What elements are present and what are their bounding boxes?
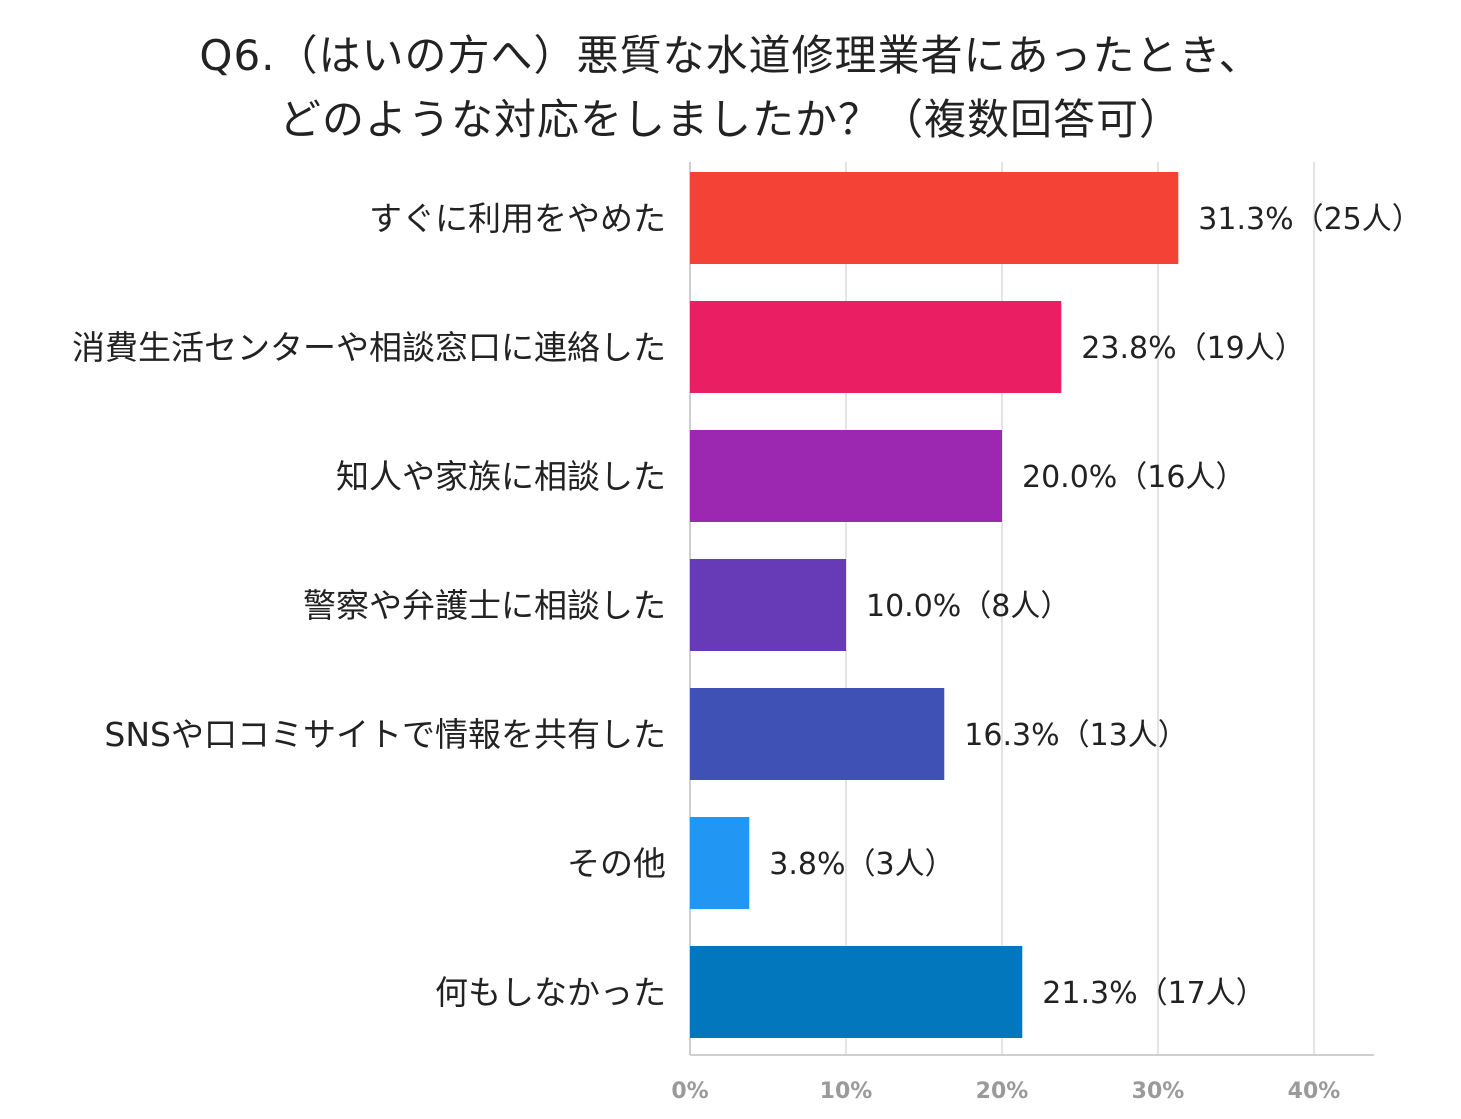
- bar: [690, 559, 846, 651]
- x-tick-label: 30%: [1132, 1079, 1185, 1104]
- data-label: 21.3%（17人）: [1042, 976, 1265, 1011]
- x-tick-label: 20%: [976, 1079, 1029, 1104]
- bar: [690, 172, 1179, 264]
- data-label: 20.0%（16人）: [1022, 460, 1245, 495]
- bar: [690, 688, 945, 780]
- x-tick-label: 40%: [1288, 1079, 1341, 1104]
- category-label: すぐに利用をやめた: [369, 199, 666, 238]
- x-tick-label: 0%: [671, 1079, 708, 1104]
- data-label: 3.8%（3人）: [769, 847, 954, 882]
- bar: [690, 946, 1023, 1038]
- x-tick-label: 10%: [820, 1079, 873, 1104]
- data-label: 16.3%（13人）: [964, 718, 1187, 753]
- bar: [690, 301, 1062, 393]
- category-label: SNSや口コミサイトで情報を共有した: [104, 715, 666, 754]
- category-label: 消費生活センターや相談窓口に連絡した: [72, 328, 666, 367]
- data-label: 10.0%（8人）: [866, 589, 1070, 624]
- category-label: その他: [567, 844, 666, 883]
- category-label: 知人や家族に相談した: [336, 457, 666, 496]
- bar: [690, 430, 1002, 522]
- chart-subtitle: どのような対応をしましたか？（複数回答可）: [278, 95, 1182, 144]
- chart-title: Q6.（はいの方へ）悪質な水道修理業者にあったとき、: [199, 31, 1262, 80]
- category-label: 何もしなかった: [435, 973, 666, 1012]
- data-label: 31.3%（25人）: [1198, 202, 1421, 237]
- category-label: 警察や弁護士に相談した: [303, 586, 666, 625]
- bar: [690, 817, 750, 909]
- data-label: 23.8%（19人）: [1081, 331, 1304, 366]
